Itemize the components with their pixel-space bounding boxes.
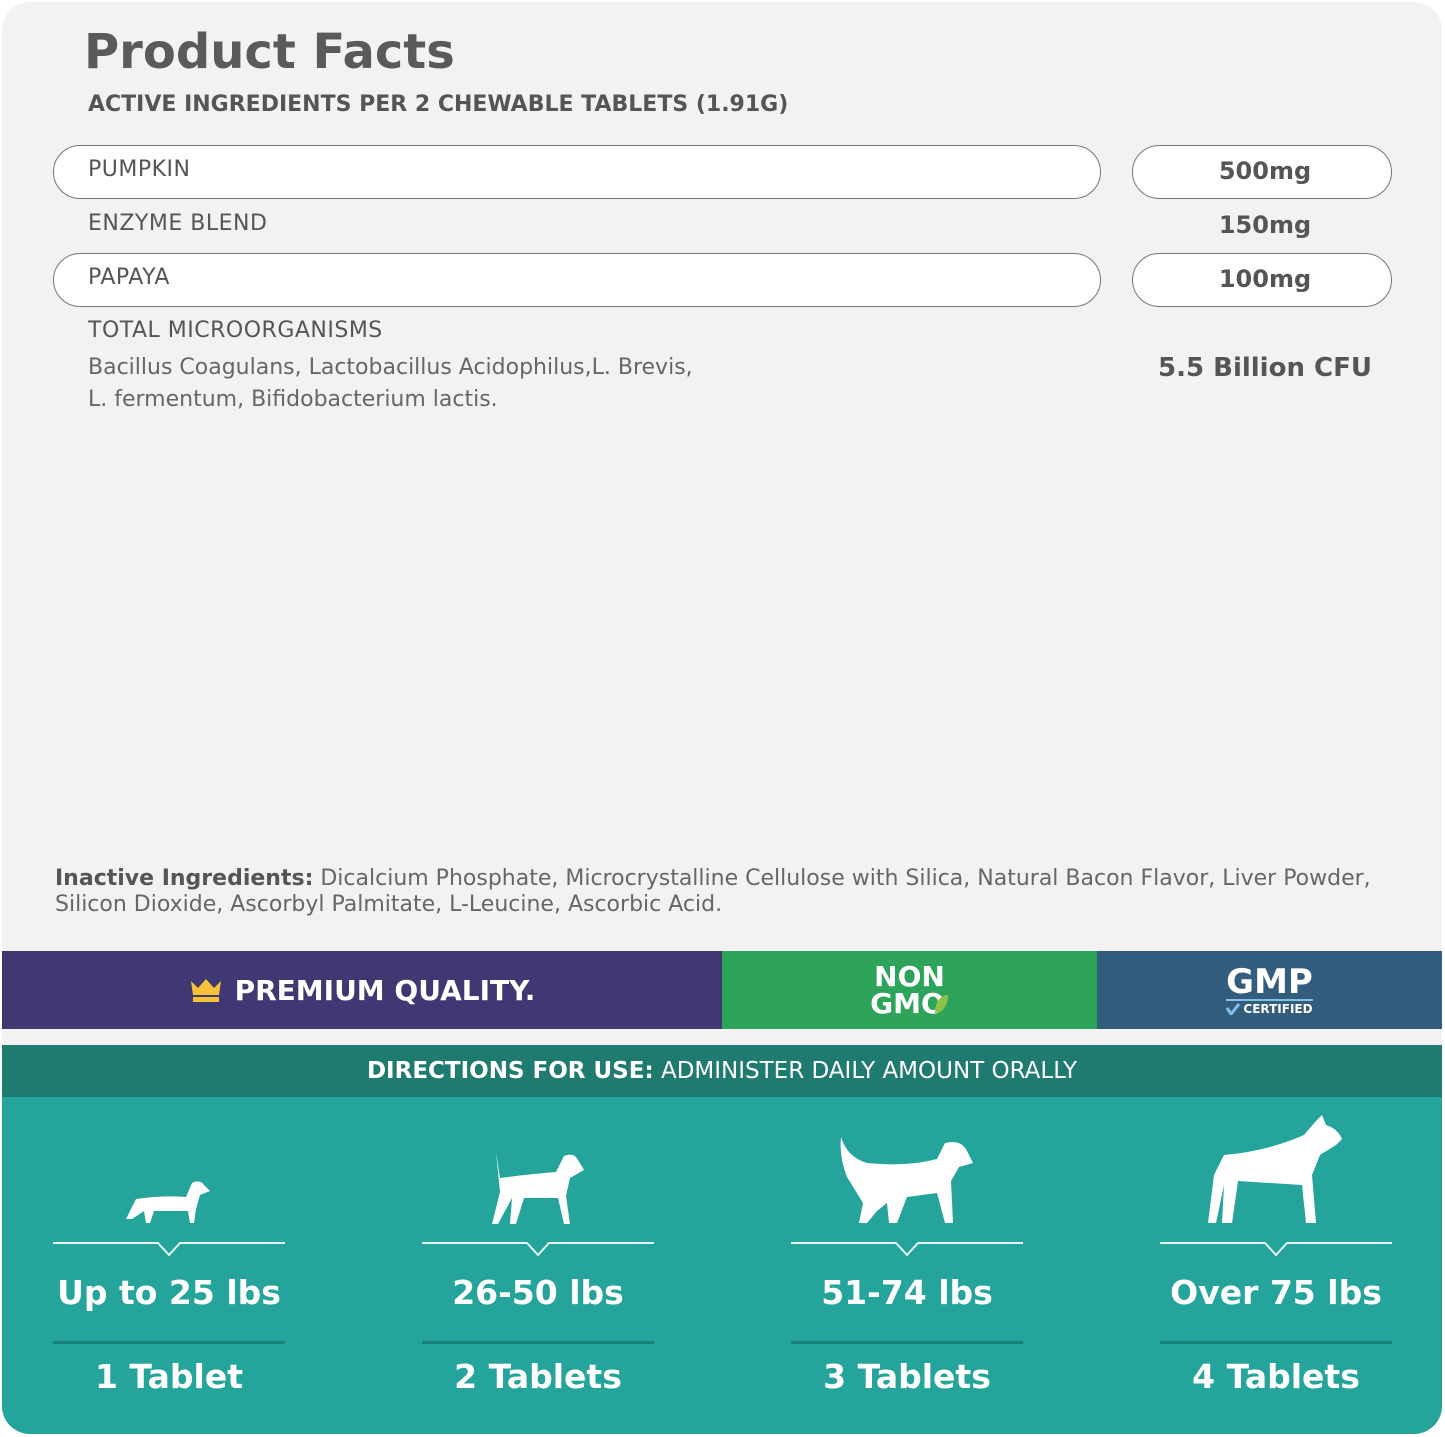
certified-label: CERTIFIED [1243,1001,1313,1016]
extra-large-dog-icon [1208,1115,1342,1223]
dosage-column: Up to 25 lbs 1 Tablet [53,1097,285,1434]
tablet-count: 3 Tablets [823,1357,991,1396]
page-title: Product Facts [84,24,455,80]
inactive-label: Inactive Ingredients: [55,866,314,891]
directions-text: ADMINISTER DAILY AMOUNT ORALLY [653,1058,1078,1084]
small-dog-icon [126,1181,210,1223]
dog-weight: Up to 25 lbs [57,1273,281,1312]
dosage-panel: Up to 25 lbs 1 Tablet 26-50 lbs 2 Tablet… [2,1097,1442,1434]
medium-dog-icon [492,1152,584,1224]
microorganism-line: Bacillus Coagulans, Lactobacillus Acidop… [88,355,693,380]
divider-notch [1160,1242,1392,1257]
non-label: NON [874,960,945,993]
tablet-count: 2 Tablets [454,1357,622,1396]
gmp-label: GMP [1226,961,1313,1002]
gmp-certified-badge: GMP CERTIFIED [1097,951,1442,1029]
directions-header: DIRECTIONS FOR USE: ADMINISTER DAILY AMO… [2,1045,1442,1097]
inactive-ingredients: Inactive Ingredients: Dicalcium Phosphat… [55,866,1405,918]
gmo-label: GMO [870,987,945,1020]
subtitle: ACTIVE INGREDIENTS PER 2 CHEWABLE TABLET… [88,92,789,117]
ingredient-name: PAPAYA [88,265,170,290]
dosage-column: 26-50 lbs 2 Tablets [422,1097,654,1434]
tablet-count: 1 Tablet [94,1357,244,1396]
divider [1160,1341,1392,1344]
ingredient-amount: 150mg [1218,211,1312,239]
amount-pill [1132,145,1392,199]
microorganism-line: L. fermentum, Bifidobacterium lactis. [88,387,498,412]
ingredient-name: TOTAL MICROORGANISMS [88,318,383,343]
crown-icon [190,979,221,1002]
ingredient-pill [53,253,1101,307]
ingredient-amount: 5.5 Billion CFU [1158,353,1372,383]
dog-weight: 51-74 lbs [821,1273,993,1312]
divider-notch [791,1242,1023,1257]
directions-label: DIRECTIONS FOR USE: [366,1058,654,1084]
ingredient-name: PUMPKIN [88,157,191,182]
divider [422,1341,654,1344]
inactive-text: Dicalcium Phosphate, Microcrystalline Ce… [55,866,1371,917]
dog-weight: 26-50 lbs [452,1273,624,1312]
divider-notch [422,1242,654,1257]
ingredient-amount: 100mg [1218,265,1312,293]
premium-quality-badge: PREMIUM QUALITY. [2,951,722,1029]
non-gmo-badge: NON GMO [722,951,1097,1029]
ingredient-name: ENZYME BLEND [88,211,268,236]
check-icon [1226,1002,1241,1015]
microorganism-list: Bacillus Coagulans, Lactobacillus Acidop… [88,352,693,416]
ingredient-amount: 500mg [1218,157,1312,185]
divider [791,1341,1023,1344]
large-dog-icon [840,1137,973,1223]
quality-banner: PREMIUM QUALITY. NON GMO GMP CERTIFIED [2,951,1442,1029]
dosage-column: Over 75 lbs 4 Tablets [1160,1097,1392,1434]
tablet-count: 4 Tablets [1192,1357,1360,1396]
amount-pill [1132,253,1392,307]
divider-notch [53,1242,285,1257]
leaf-icon [934,994,948,1013]
dosage-column: 51-74 lbs 3 Tablets [791,1097,1023,1434]
premium-label: PREMIUM QUALITY. [234,973,536,1007]
divider [53,1341,285,1344]
dog-weight: Over 75 lbs [1170,1273,1382,1312]
ingredient-pill [53,145,1101,199]
